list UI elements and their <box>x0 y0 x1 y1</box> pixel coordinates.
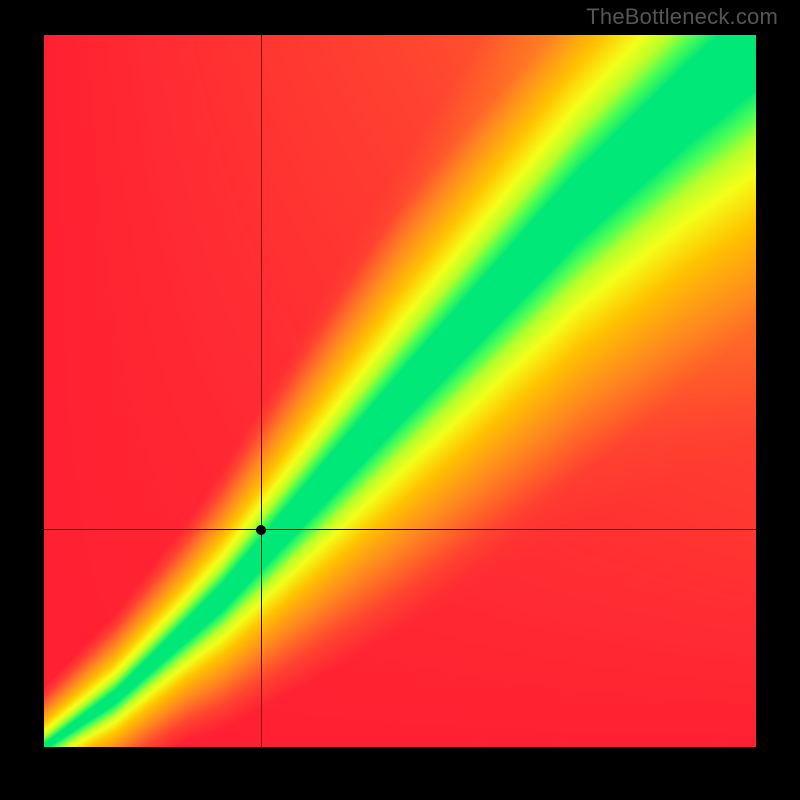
heatmap-canvas <box>44 35 756 747</box>
crosshair-marker <box>256 525 266 535</box>
heatmap-plot <box>44 35 756 747</box>
crosshair-vertical <box>261 35 262 747</box>
crosshair-horizontal <box>44 529 756 530</box>
figure-root: TheBottleneck.com <box>0 0 800 800</box>
watermark-text: TheBottleneck.com <box>586 4 778 30</box>
